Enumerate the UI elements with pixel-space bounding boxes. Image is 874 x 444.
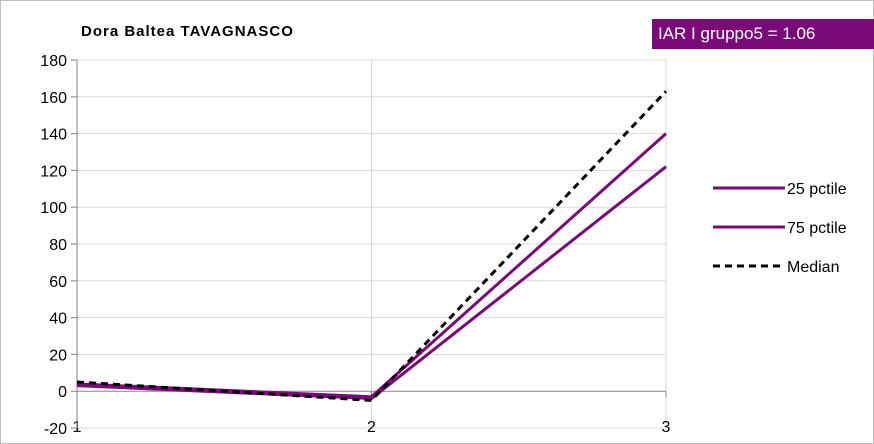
chart-title: Dora Baltea TAVAGNASCO [81, 23, 294, 40]
y-tick-label: 140 [40, 127, 67, 144]
legend: 25 pctile 75 pctile Median [713, 181, 847, 276]
y-tick-label: 60 [49, 274, 67, 291]
iar-badge-text: IAR I gruppo5 = 1.06 [658, 24, 816, 43]
series-line-median [76, 90, 668, 402]
y-tick-label: 120 [40, 163, 67, 180]
legend-label-75-pctile: 75 pctile [787, 220, 847, 237]
x-tick-label: 3 [662, 419, 671, 436]
y-tick-label: 20 [49, 347, 67, 364]
y-tick-label: 100 [40, 200, 67, 217]
x-tick-label: 2 [367, 419, 376, 436]
iar-badge: IAR I gruppo5 = 1.06 [652, 19, 874, 49]
y-tick-label: 0 [58, 384, 67, 401]
y-tick-label: 40 [49, 311, 67, 328]
y-tick-label: 80 [49, 237, 67, 254]
series-lines [76, 90, 668, 402]
legend-label-median: Median [787, 259, 839, 276]
y-tick-label: -20 [44, 421, 67, 438]
y-tick-label: 160 [40, 90, 67, 107]
legend-label-25-pctile: 25 pctile [787, 181, 847, 198]
series-line-25-pctile [76, 165, 667, 401]
y-tick-label: 180 [40, 53, 67, 70]
grid [77, 59, 667, 429]
